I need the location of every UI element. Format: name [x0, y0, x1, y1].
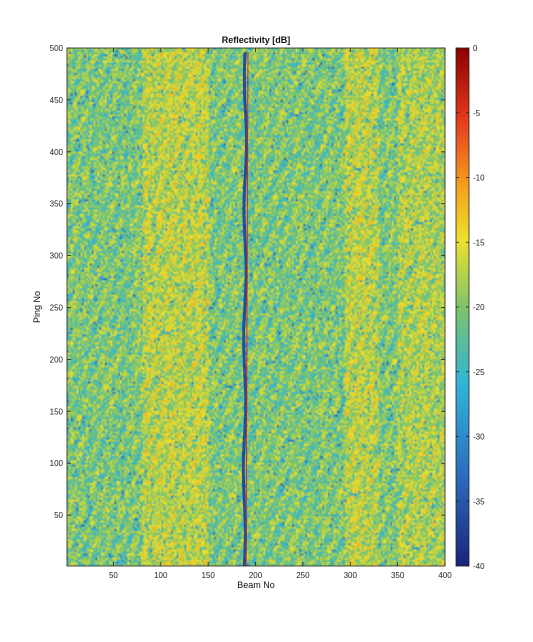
colorbar-tick-label: -20: [473, 303, 485, 312]
nadir-high-streak: [245, 52, 249, 566]
x-tick-label: 300: [344, 571, 358, 580]
y-tick-label: 250: [50, 304, 64, 313]
x-tick-label: 150: [201, 571, 215, 580]
x-axis-ticks: 50 100 150 200 250 300 350 400: [109, 48, 452, 580]
y-tick-label: 350: [50, 200, 64, 209]
colorbar-tick-label: -35: [473, 497, 485, 506]
chart-title: Reflectivity [dB]: [222, 35, 291, 45]
y-tick-label: 400: [50, 148, 64, 157]
y-axis-ticks: 50 100 150 200 250 300 350 400 450 500: [50, 44, 445, 520]
y-tick-label: 500: [50, 44, 64, 53]
y-tick-label: 50: [54, 511, 63, 520]
colorbar-tick-label: -30: [473, 433, 485, 442]
colorbar-tick-label: -10: [473, 174, 485, 183]
y-tick-label: 150: [50, 407, 64, 416]
x-tick-label: 50: [109, 571, 118, 580]
heatmap-image: [67, 48, 445, 566]
x-tick-label: 350: [391, 571, 405, 580]
x-axis-label: Beam No: [237, 580, 275, 590]
y-tick-label: 300: [50, 252, 64, 261]
colorbar-tick-label: -40: [473, 562, 485, 571]
colorbar-tick-label: -15: [473, 238, 485, 247]
colorbar-tick-label: -25: [473, 368, 485, 377]
y-tick-label: 450: [50, 96, 64, 105]
colorbar-tick-label: -5: [473, 109, 481, 118]
colorbar-tick-label: 0: [473, 44, 478, 53]
y-tick-label: 100: [50, 459, 64, 468]
x-tick-label: 250: [296, 571, 310, 580]
colorbar-ticks: 0 -5 -10 -15 -20 -25 -30 -35 -40: [456, 44, 485, 571]
plot-frame: [66, 47, 446, 567]
y-axis-label: Ping No: [32, 291, 42, 323]
x-tick-label: 400: [438, 571, 452, 580]
y-tick-label: 200: [50, 355, 64, 364]
heatmap-cells: [67, 48, 445, 566]
nadir-low-track: [241, 52, 249, 566]
x-tick-label: 200: [249, 571, 263, 580]
x-tick-label: 100: [154, 571, 168, 580]
